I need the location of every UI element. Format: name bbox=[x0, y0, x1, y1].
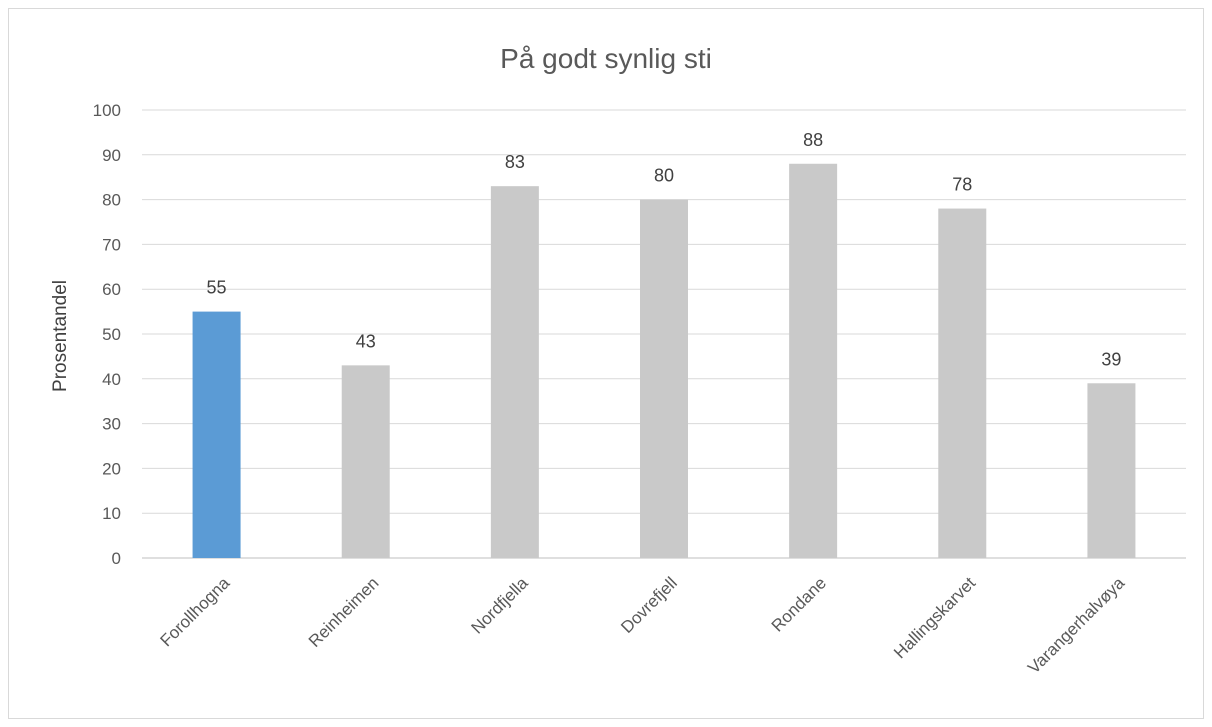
bar bbox=[341, 365, 390, 558]
bars bbox=[192, 163, 1136, 558]
y-tick-label: 30 bbox=[102, 415, 121, 434]
data-label: 39 bbox=[1101, 349, 1121, 369]
y-tick-label: 100 bbox=[93, 101, 121, 120]
x-axis-ticks: Forollhogna Reinheimen Nordfjella Dovrefjel… bbox=[156, 573, 1128, 677]
data-label: 88 bbox=[803, 130, 823, 150]
x-tick-label: Rondane bbox=[768, 573, 830, 635]
data-label: 55 bbox=[207, 278, 227, 298]
bar bbox=[192, 311, 241, 558]
y-axis-ticks: 0 10 20 30 40 50 60 70 80 90 100 bbox=[93, 101, 121, 568]
data-labels: 55 43 83 80 88 78 39 bbox=[207, 130, 1122, 370]
y-axis-label: Prosentandel bbox=[50, 280, 71, 392]
x-tick-label: Hallingskarvet bbox=[890, 573, 979, 662]
y-tick-label: 10 bbox=[102, 504, 121, 523]
y-tick-label: 90 bbox=[102, 146, 121, 165]
y-tick-label: 0 bbox=[112, 549, 121, 568]
data-label: 83 bbox=[505, 152, 525, 172]
data-label: 80 bbox=[654, 166, 674, 186]
bar bbox=[1087, 383, 1136, 558]
bar bbox=[490, 186, 539, 558]
y-tick-label: 40 bbox=[102, 370, 121, 389]
y-tick-label: 60 bbox=[102, 280, 121, 299]
bar bbox=[640, 199, 688, 558]
x-tick-label: Forollhogna bbox=[156, 573, 233, 650]
y-tick-label: 20 bbox=[102, 459, 121, 478]
data-label: 78 bbox=[952, 175, 972, 195]
x-tick-label: Varangerhalvøya bbox=[1024, 573, 1128, 677]
x-tick-label: Dovrefjell bbox=[617, 573, 681, 637]
y-tick-label: 50 bbox=[102, 325, 121, 344]
y-tick-label: 80 bbox=[102, 191, 121, 210]
bar bbox=[938, 208, 987, 558]
x-tick-label: Nordfjella bbox=[467, 573, 532, 638]
x-tick-label: Reinheimen bbox=[305, 573, 383, 651]
y-tick-label: 70 bbox=[102, 235, 121, 254]
bar bbox=[789, 163, 838, 558]
data-label: 43 bbox=[356, 331, 376, 351]
chart-title: På godt synlig sti bbox=[500, 43, 712, 74]
